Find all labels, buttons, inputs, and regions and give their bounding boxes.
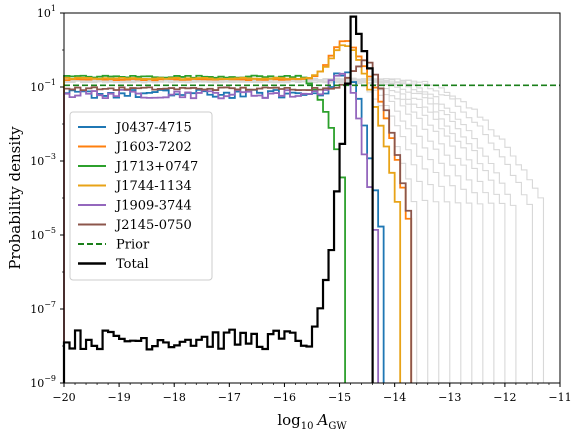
legend: J0437-4715 J1603-7202 J1713+0747 J1744-1134… bbox=[69, 111, 213, 281]
y-tick-label: 10−9 bbox=[30, 374, 56, 390]
legend-label: J2145-0750 bbox=[114, 218, 192, 233]
y-tick-label: 10−1 bbox=[30, 78, 56, 94]
y-tick-label: 10−3 bbox=[30, 152, 56, 168]
legend-box bbox=[69, 111, 213, 281]
y-tick-label: 10−7 bbox=[30, 300, 56, 316]
x-tick-label: −15 bbox=[328, 391, 351, 404]
series-line-J1713+0747 bbox=[63, 74, 346, 383]
x-tick-label: −14 bbox=[383, 391, 406, 404]
legend-label: J1909-3744 bbox=[114, 199, 192, 214]
x-tick-label: −11 bbox=[548, 391, 571, 404]
series-line-J2145-0750 bbox=[63, 59, 413, 383]
x-axis-label-log: log bbox=[277, 411, 301, 429]
series-line-J1603-7202 bbox=[63, 40, 413, 383]
x-tick-label: −12 bbox=[493, 391, 516, 404]
x-axis-label-log-sub: 10 bbox=[301, 421, 314, 432]
x-axis-ticks: −20 −19 −18 −17 −16 −15 −14 −13 −12 −11 bbox=[52, 383, 572, 404]
x-axis-label-var: A bbox=[316, 411, 329, 429]
x-tick-label: −17 bbox=[218, 391, 241, 404]
y-tick-label: 10−5 bbox=[30, 226, 56, 242]
x-axis-label-var-sub: GW bbox=[328, 421, 347, 432]
legend-label: J0437-4715 bbox=[114, 121, 192, 136]
y-tick-label: 101 bbox=[37, 4, 56, 20]
legend-label: J1713+0747 bbox=[114, 160, 198, 175]
series-line-J0437-4715 bbox=[63, 71, 385, 383]
x-axis-label: log10 AGW bbox=[277, 411, 347, 432]
series-line-J1909-3744 bbox=[63, 72, 380, 383]
series-line-J1744-1134 bbox=[63, 44, 402, 383]
series-line-total bbox=[62, 15, 374, 383]
legend-label: J1744-1134 bbox=[114, 179, 192, 194]
x-tick-label: −19 bbox=[108, 391, 131, 404]
x-tick-label: −18 bbox=[163, 391, 186, 404]
y-axis-ticks: 10−9 10−7 10−5 10−3 10−1 101 bbox=[30, 4, 64, 390]
x-tick-label: −20 bbox=[52, 391, 75, 404]
y-axis-label: Probability density bbox=[6, 126, 24, 270]
legend-label: Total bbox=[116, 257, 149, 272]
x-tick-label: −13 bbox=[438, 391, 461, 404]
series-group bbox=[62, 15, 560, 383]
legend-label: J1603-7202 bbox=[114, 140, 192, 155]
legend-label: Prior bbox=[116, 238, 150, 253]
x-tick-label: −16 bbox=[273, 391, 296, 404]
